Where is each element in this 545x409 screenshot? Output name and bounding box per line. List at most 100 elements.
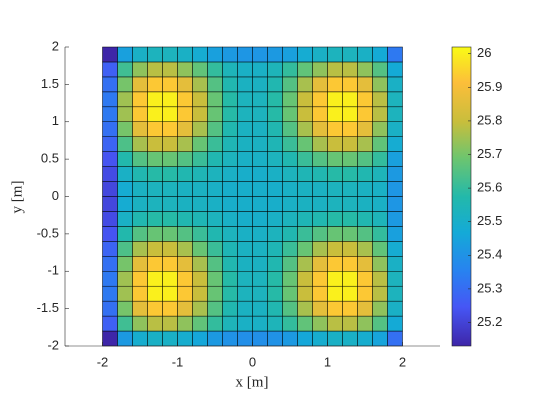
heat-cell — [192, 196, 208, 212]
heat-cell — [147, 211, 163, 227]
heat-cell — [132, 300, 148, 317]
colorbar-tick-label: 25.8 — [477, 112, 502, 127]
heat-cell — [207, 46, 223, 63]
heat-cell — [342, 330, 358, 347]
heat-cell — [372, 196, 388, 212]
heat-cell — [342, 76, 358, 93]
heat-cell — [222, 211, 238, 227]
heat-cell — [237, 91, 253, 108]
heat-cell — [117, 315, 133, 332]
heat-cell — [297, 330, 313, 347]
heat-cell — [297, 76, 313, 93]
heat-cell — [117, 330, 133, 347]
heat-cell — [342, 196, 358, 212]
heat-cell — [177, 226, 193, 242]
heat-cell — [312, 256, 328, 272]
heat-cell — [207, 151, 223, 167]
heat-cell — [372, 76, 388, 93]
heat-cell — [177, 271, 193, 287]
heat-cell — [192, 136, 208, 152]
heat-cell — [177, 121, 193, 137]
heat-cell — [102, 330, 118, 347]
x-tick-label: -2 — [97, 354, 109, 369]
heat-cell — [132, 46, 148, 63]
heat-cell — [342, 106, 358, 123]
heat-cell — [252, 121, 268, 137]
heat-cell — [102, 196, 118, 212]
colorbar-tick-label: 25.7 — [477, 146, 502, 161]
heat-cell — [147, 256, 163, 272]
heat-cell — [102, 106, 118, 123]
heat-cell — [177, 196, 193, 212]
heat-cell — [177, 285, 193, 302]
heat-cell — [237, 211, 253, 227]
heat-cell — [342, 315, 358, 332]
heat-cell — [102, 91, 118, 108]
heat-cell — [222, 271, 238, 287]
heat-cell — [132, 196, 148, 212]
heat-cell — [252, 300, 268, 317]
heat-cell — [387, 121, 403, 137]
heat-cell — [387, 271, 403, 287]
heat-cell — [387, 196, 403, 212]
heat-cell — [252, 211, 268, 227]
heat-cell — [327, 285, 343, 302]
heat-cell — [147, 61, 163, 78]
heat-cell — [237, 241, 253, 257]
heat-cell — [372, 151, 388, 167]
heat-cell — [222, 181, 238, 197]
heat-cell — [252, 61, 268, 78]
heat-cell — [297, 271, 313, 287]
heat-cell — [147, 46, 163, 63]
heat-cell — [282, 300, 298, 317]
heat-cell — [282, 196, 298, 212]
heat-cell — [282, 121, 298, 137]
heat-cell — [177, 61, 193, 78]
heat-cell — [387, 226, 403, 242]
heat-cell — [387, 61, 403, 78]
heat-cell — [387, 315, 403, 332]
heat-cell — [207, 136, 223, 152]
heat-cell — [132, 76, 148, 93]
heat-cell — [252, 106, 268, 123]
heat-cell — [162, 166, 178, 182]
heat-cell — [297, 136, 313, 152]
heat-cell — [357, 106, 373, 123]
heat-cell — [117, 256, 133, 272]
heat-cell — [342, 181, 358, 197]
heat-cell — [267, 106, 283, 123]
heat-cell — [327, 166, 343, 182]
heat-cell — [132, 91, 148, 108]
heat-cell — [222, 136, 238, 152]
heat-cell — [147, 76, 163, 93]
heat-cell — [357, 300, 373, 317]
x-axis-label: x [m] — [236, 374, 269, 390]
heat-cell — [192, 46, 208, 63]
heat-cell — [342, 46, 358, 63]
heat-cell — [207, 300, 223, 317]
heat-cell — [267, 256, 283, 272]
heat-cell — [357, 166, 373, 182]
heat-cell — [102, 285, 118, 302]
heat-cell — [372, 256, 388, 272]
heat-cell — [132, 256, 148, 272]
heat-cell — [297, 181, 313, 197]
heat-cell — [312, 121, 328, 137]
heat-cell — [372, 330, 388, 347]
heat-cell — [312, 181, 328, 197]
heat-cell — [357, 196, 373, 212]
colorbar-tick-label: 26 — [477, 45, 491, 60]
heat-cell — [342, 241, 358, 257]
heat-cell — [372, 136, 388, 152]
colorbar-tick-label: 25.4 — [477, 247, 502, 262]
heat-cell — [102, 121, 118, 137]
heat-cell — [177, 91, 193, 108]
heat-cell — [327, 151, 343, 167]
heat-cell — [372, 271, 388, 287]
heat-cell — [177, 46, 193, 63]
heat-cell — [252, 151, 268, 167]
heat-cell — [117, 181, 133, 197]
heat-cell — [282, 211, 298, 227]
heat-cell — [327, 196, 343, 212]
